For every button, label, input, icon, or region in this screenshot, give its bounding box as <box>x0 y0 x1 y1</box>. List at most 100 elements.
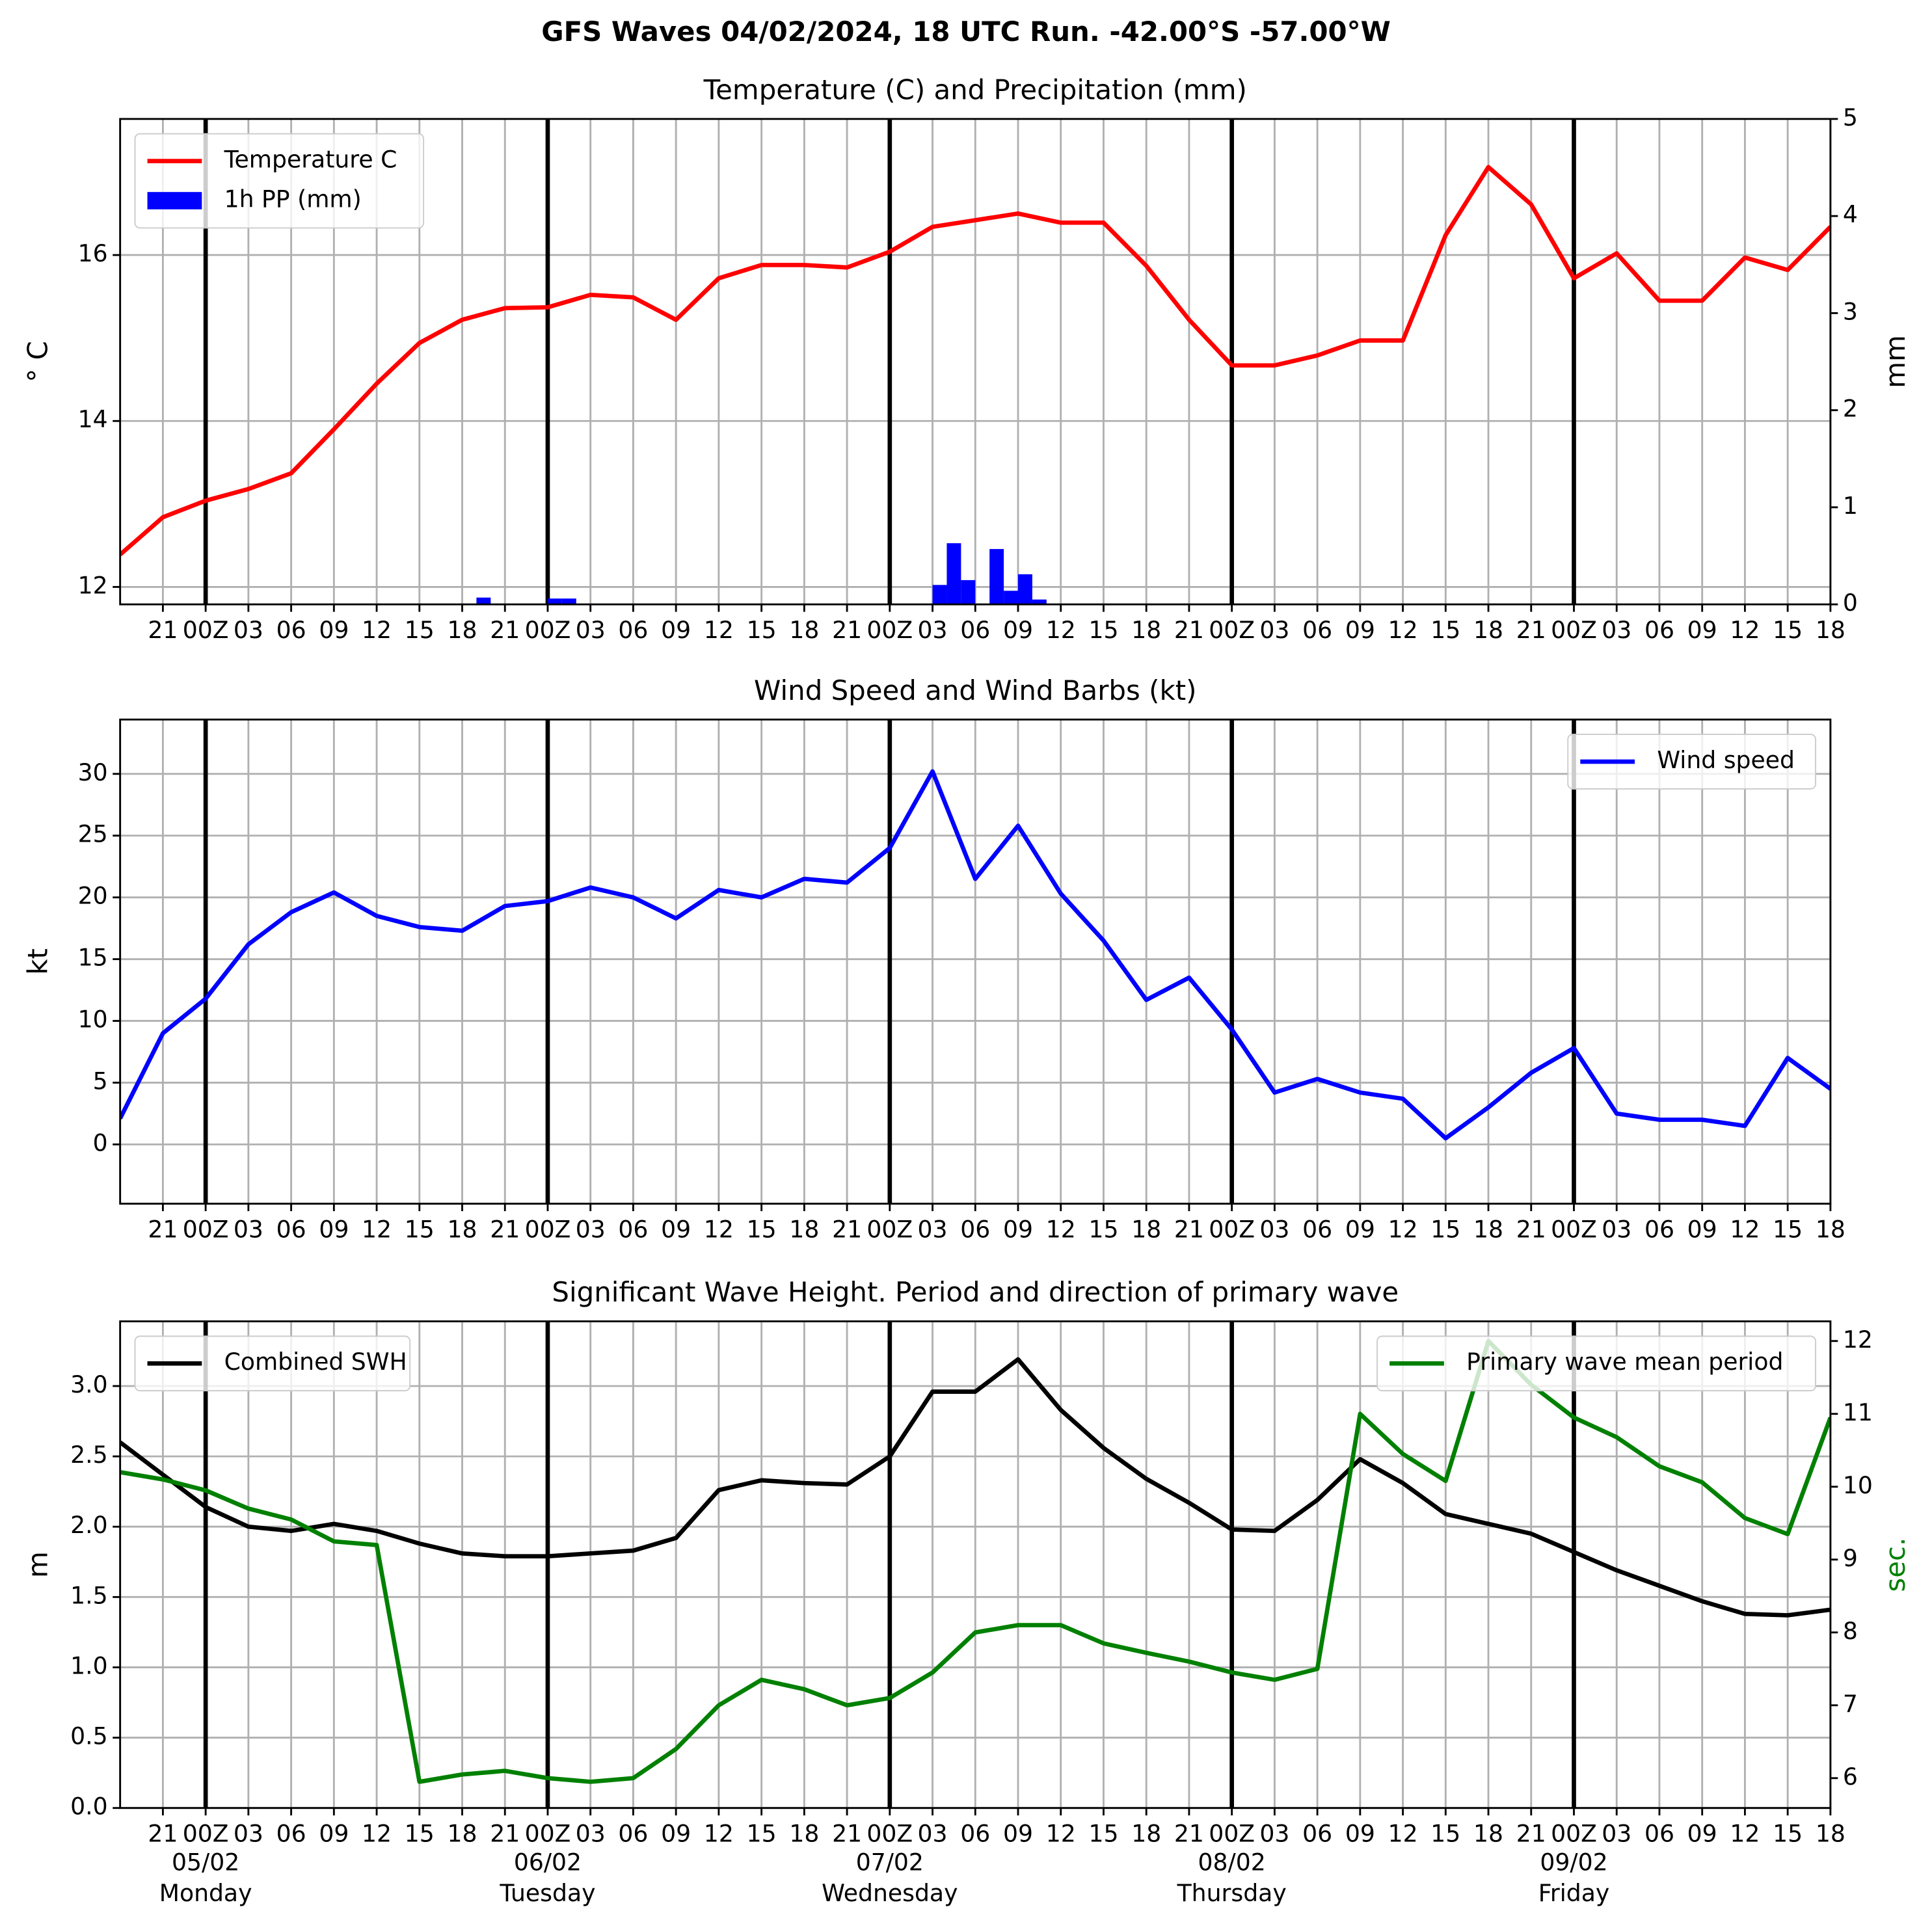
precip-bar <box>961 580 976 605</box>
y2-tick-label: 10 <box>1843 1471 1873 1499</box>
x-tick-label: 03 <box>234 1216 263 1244</box>
legend-swatch <box>147 192 202 209</box>
x-tick-label: 06 <box>1644 1820 1674 1848</box>
x-tick-label: 06 <box>1302 616 1332 644</box>
x-tick-label: 21 <box>148 616 178 644</box>
y-tick-label: 0.5 <box>70 1722 108 1750</box>
x-tick-label: 00Z <box>1209 1820 1255 1848</box>
x-tick-label: 12 <box>704 1216 734 1244</box>
y-tick-label: 1.0 <box>70 1651 108 1679</box>
x-tick-label: 18 <box>789 1216 819 1244</box>
x-tick-label: 06 <box>960 1820 990 1848</box>
y-tick-label: 0 <box>93 1129 108 1157</box>
x-tick-label: 06 <box>1644 1216 1674 1244</box>
day-date: 06/02 <box>514 1848 582 1876</box>
x-tick-label: 03 <box>918 616 948 644</box>
precip-bar <box>1004 591 1019 605</box>
x-tick-label: 03 <box>234 1820 263 1848</box>
x-tick-label: 21 <box>490 616 520 644</box>
day-date: 08/02 <box>1198 1848 1266 1876</box>
x-tick-label: 06 <box>1644 616 1674 644</box>
x-tick-label: 21 <box>1516 616 1546 644</box>
legend-label: Combined SWH <box>224 1348 407 1376</box>
x-tick-label: 12 <box>704 1820 734 1848</box>
y2-tick-label: 8 <box>1843 1617 1858 1645</box>
y2-tick-label: 5 <box>1843 103 1858 131</box>
x-tick-label: 15 <box>1773 1216 1803 1244</box>
x-tick-label: 06 <box>618 616 648 644</box>
x-tick-label: 00Z <box>866 1820 913 1848</box>
x-tick-label: 18 <box>1473 1216 1503 1244</box>
x-tick-label: 21 <box>490 1216 520 1244</box>
x-tick-label: 03 <box>576 1820 606 1848</box>
y-tick-label: 0.0 <box>70 1793 108 1821</box>
x-tick-label: 12 <box>1730 616 1760 644</box>
day-name: Friday <box>1538 1879 1610 1907</box>
x-tick-label: 21 <box>490 1820 520 1848</box>
x-tick-label: 09 <box>1003 1820 1033 1848</box>
x-tick-label: 21 <box>148 1216 178 1244</box>
x-tick-label: 09 <box>319 1820 349 1848</box>
x-tick-label: 15 <box>1088 1820 1118 1848</box>
x-tick-label: 00Z <box>866 616 913 644</box>
x-tick-label: 03 <box>1259 616 1289 644</box>
x-tick-label: 12 <box>1046 616 1076 644</box>
x-tick-label: 21 <box>1516 1216 1546 1244</box>
y-axis-label: m <box>21 1551 53 1578</box>
x-tick-label: 09 <box>661 616 691 644</box>
x-tick-label: 15 <box>1430 1216 1460 1244</box>
x-tick-label: 18 <box>448 1820 477 1848</box>
x-tick-label: 03 <box>918 1216 948 1244</box>
y-tick-label: 3.0 <box>70 1370 108 1398</box>
x-tick-label: 09 <box>661 1820 691 1848</box>
chart-title: Significant Wave Height. Period and dire… <box>552 1276 1399 1308</box>
x-tick-label: 21 <box>148 1820 178 1848</box>
precip-bar <box>989 549 1004 605</box>
x-tick-label: 12 <box>1730 1216 1760 1244</box>
legend-label: Temperature C <box>224 146 397 174</box>
x-tick-label: 06 <box>276 1216 306 1244</box>
y-tick-label: 30 <box>78 758 108 786</box>
legend-box <box>1567 734 1816 790</box>
legend-box <box>1376 1335 1816 1392</box>
plot-frame <box>119 1320 1832 1809</box>
x-tick-label: 18 <box>448 1216 477 1244</box>
x-tick-label: 18 <box>789 1820 819 1848</box>
x-tick-label: 09 <box>661 1216 691 1244</box>
x-tick-label: 18 <box>1131 1216 1161 1244</box>
x-tick-label: 18 <box>448 616 477 644</box>
x-tick-label: 09 <box>1345 1820 1375 1848</box>
y-tick-label: 2.0 <box>70 1511 108 1539</box>
x-tick-label: 15 <box>747 1216 777 1244</box>
x-tick-label: 12 <box>1388 1216 1418 1244</box>
y2-tick-label: 1 <box>1843 492 1858 520</box>
x-tick-label: 00Z <box>525 616 571 644</box>
y-tick-label: 20 <box>78 882 108 910</box>
x-tick-label: 09 <box>1003 616 1033 644</box>
x-tick-label: 12 <box>1388 616 1418 644</box>
x-tick-label: 21 <box>832 1820 862 1848</box>
x-tick-label: 18 <box>1131 1820 1161 1848</box>
precip-bar <box>1032 599 1047 605</box>
x-tick-label: 15 <box>1773 1820 1803 1848</box>
x-tick-label: 00Z <box>1551 1820 1597 1848</box>
figure-title: GFS Waves 04/02/2024, 18 UTC Run. -42.00… <box>541 16 1391 47</box>
precip-bar <box>561 598 576 605</box>
x-tick-label: 21 <box>832 616 862 644</box>
x-tick-label: 18 <box>1816 1820 1845 1848</box>
x-tick-label: 21 <box>1516 1820 1546 1848</box>
x-tick-label: 09 <box>319 616 349 644</box>
chart-title: Wind Speed and Wind Barbs (kt) <box>754 674 1196 706</box>
x-tick-label: 21 <box>1174 616 1204 644</box>
x-tick-label: 00Z <box>1209 616 1255 644</box>
x-tick-label: 15 <box>1088 616 1118 644</box>
x-tick-label: 12 <box>362 1216 392 1244</box>
x-tick-label: 12 <box>1046 1820 1076 1848</box>
x-tick-label: 03 <box>234 616 263 644</box>
x-tick-label: 15 <box>1088 1216 1118 1244</box>
x-tick-label: 12 <box>362 616 392 644</box>
y-axis-label: ° C <box>21 341 53 382</box>
x-tick-label: 18 <box>1816 1216 1845 1244</box>
x-tick-label: 15 <box>1430 1820 1460 1848</box>
day-name: Tuesday <box>499 1879 595 1907</box>
